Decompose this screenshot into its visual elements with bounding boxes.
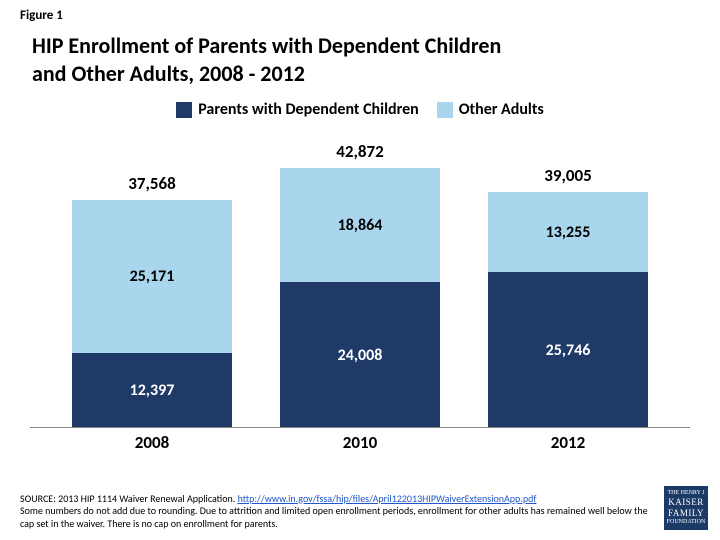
title-line-1: HIP Enrollment of Parents with Dependent… [32, 32, 501, 60]
bar-group-2: 39,005 25,746 13,255 [488, 165, 648, 428]
bar-group-0: 37,568 12,397 25,171 [72, 173, 232, 428]
bar-total-0: 37,568 [128, 173, 175, 194]
bar-2-seg-parents: 25,746 [488, 272, 648, 428]
footer: SOURCE: 2013 HIP 1114 Waiver Renewal App… [20, 493, 658, 531]
legend-label-parents: Parents with Dependent Children [198, 100, 419, 119]
footer-source-prefix: SOURCE: 2013 HIP 1114 Waiver Renewal App… [20, 492, 238, 505]
bar-0: 12,397 25,171 [72, 200, 232, 428]
bar-1-seg-other: 18,864 [280, 168, 440, 282]
footer-notes: Some numbers do not add due to rounding.… [20, 504, 648, 530]
page-title: HIP Enrollment of Parents with Dependent… [32, 32, 501, 87]
legend-swatch-other [437, 102, 453, 118]
legend-item-parents: Parents with Dependent Children [176, 100, 419, 119]
bar-total-2: 39,005 [544, 165, 591, 186]
legend: Parents with Dependent Children Other Ad… [0, 100, 720, 119]
x-label-1: 2010 [280, 432, 440, 453]
logo-line-1: THE HENRY J [666, 490, 706, 497]
bar-total-1: 42,872 [336, 141, 383, 162]
chart: 37,568 12,397 25,171 42,872 24,008 18,86… [48, 124, 672, 454]
legend-item-other: Other Adults [437, 100, 544, 119]
bar-2: 25,746 13,255 [488, 192, 648, 428]
figure-label: Figure 1 [20, 8, 63, 23]
x-label-0: 2008 [72, 432, 232, 453]
logo-line-2: KAISER [666, 497, 706, 508]
kaiser-logo: THE HENRY J KAISER FAMILY FOUNDATION [664, 486, 708, 530]
bar-0-seg-other: 25,171 [72, 200, 232, 353]
x-label-2: 2012 [488, 432, 648, 453]
bar-0-seg-parents: 12,397 [72, 353, 232, 428]
chart-bars-row: 37,568 12,397 25,171 42,872 24,008 18,86… [48, 124, 672, 428]
logo-line-3: FAMILY [666, 508, 706, 519]
x-axis-line [30, 427, 690, 428]
x-axis-labels: 2008 2010 2012 [48, 430, 672, 454]
logo-line-4: FOUNDATION [666, 519, 706, 526]
bar-1: 24,008 18,864 [280, 168, 440, 428]
legend-label-other: Other Adults [459, 100, 544, 119]
title-line-2: and Other Adults, 2008 - 2012 [32, 60, 501, 88]
bar-1-seg-parents: 24,008 [280, 282, 440, 428]
legend-swatch-parents [176, 102, 192, 118]
footer-source-link[interactable]: http://www.in.gov/fssa/hip/files/April12… [238, 492, 537, 505]
bar-group-1: 42,872 24,008 18,864 [280, 141, 440, 428]
bar-2-seg-other: 13,255 [488, 192, 648, 272]
